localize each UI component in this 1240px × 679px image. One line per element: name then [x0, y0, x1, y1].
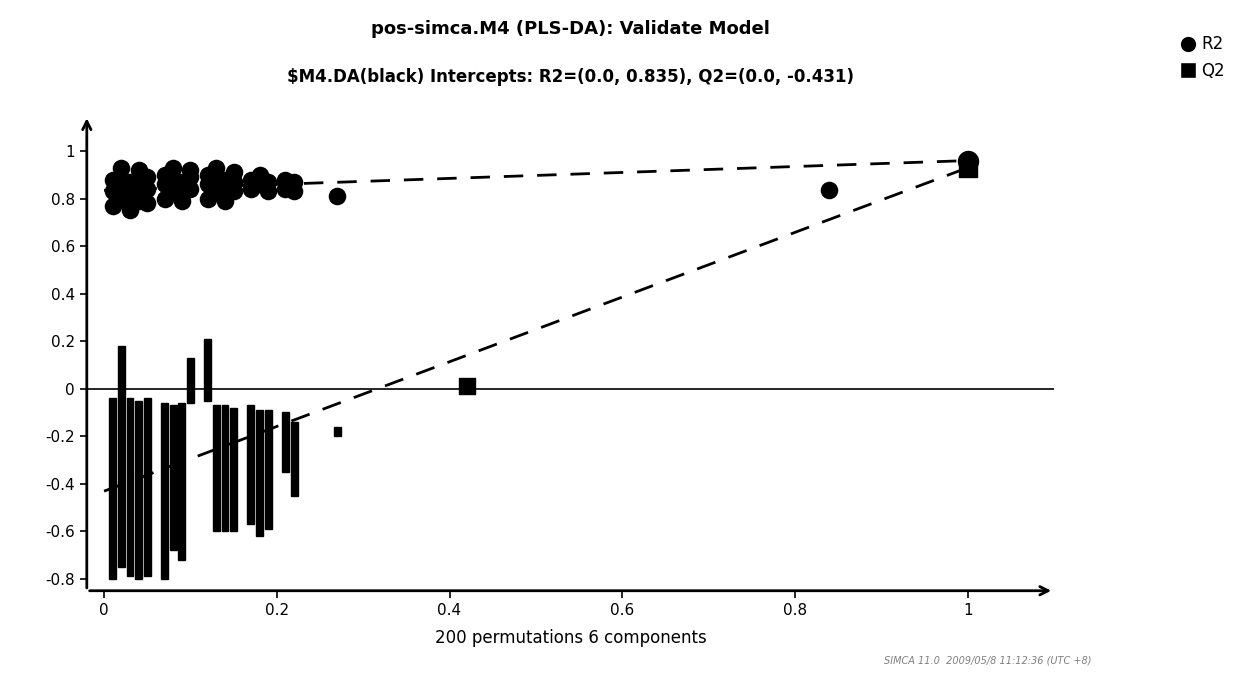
Legend: R2, Q2: R2, Q2	[1174, 29, 1231, 86]
Point	[249, 170, 269, 181]
Point	[120, 189, 140, 200]
Point	[241, 175, 260, 185]
Point	[223, 186, 243, 197]
Point	[155, 170, 175, 181]
Point	[164, 186, 184, 197]
FancyBboxPatch shape	[213, 405, 219, 531]
Point	[112, 162, 131, 173]
FancyBboxPatch shape	[109, 398, 117, 579]
Point	[820, 185, 839, 196]
Point	[957, 162, 977, 173]
Text: pos-simca.M4 (PLS-DA): Validate Model: pos-simca.M4 (PLS-DA): Validate Model	[371, 20, 770, 39]
Point	[197, 179, 218, 190]
FancyBboxPatch shape	[144, 398, 151, 576]
Point	[258, 177, 278, 187]
Point	[172, 196, 192, 206]
FancyBboxPatch shape	[231, 407, 237, 531]
Point	[181, 172, 201, 183]
Point	[181, 184, 201, 195]
FancyBboxPatch shape	[290, 422, 298, 496]
Point	[206, 162, 226, 173]
Point	[129, 181, 149, 192]
FancyBboxPatch shape	[118, 346, 125, 567]
Point	[138, 184, 157, 195]
Point	[284, 177, 304, 187]
Point	[258, 186, 278, 197]
Point	[284, 186, 304, 197]
FancyBboxPatch shape	[255, 410, 263, 536]
X-axis label: 200 permutations 6 components: 200 permutations 6 components	[434, 629, 707, 646]
Point	[223, 177, 243, 187]
Point	[215, 175, 234, 185]
Point	[138, 172, 157, 183]
FancyBboxPatch shape	[135, 401, 143, 579]
Text: $M4.DA(black) Intercepts: R2=(0.0, 0.835), Q2=(0.0, -0.431): $M4.DA(black) Intercepts: R2=(0.0, 0.835…	[286, 68, 854, 86]
Point	[957, 155, 977, 166]
FancyBboxPatch shape	[222, 405, 228, 531]
Point	[172, 184, 192, 195]
Point	[275, 175, 295, 185]
Point	[327, 191, 347, 202]
FancyBboxPatch shape	[161, 403, 167, 579]
Point	[112, 193, 131, 204]
FancyBboxPatch shape	[334, 427, 341, 437]
Point	[164, 175, 184, 185]
Point	[197, 170, 218, 181]
Point	[164, 162, 184, 173]
Point	[155, 193, 175, 204]
Point	[241, 184, 260, 195]
Point	[103, 186, 123, 197]
Point	[215, 196, 234, 206]
FancyBboxPatch shape	[264, 410, 272, 529]
Point	[181, 165, 201, 176]
Point	[275, 184, 295, 195]
Point	[215, 184, 234, 195]
Point	[138, 198, 157, 209]
Point	[206, 186, 226, 197]
Point	[129, 196, 149, 206]
Point	[103, 200, 123, 211]
FancyBboxPatch shape	[126, 398, 134, 576]
FancyBboxPatch shape	[179, 403, 185, 559]
Point	[155, 179, 175, 190]
Point	[223, 167, 243, 178]
Point	[172, 177, 192, 187]
Point	[103, 175, 123, 185]
FancyBboxPatch shape	[187, 358, 193, 403]
Point	[197, 193, 218, 204]
FancyBboxPatch shape	[281, 413, 289, 472]
Point	[120, 205, 140, 216]
Point	[112, 179, 131, 190]
Point	[206, 175, 226, 185]
Point	[129, 165, 149, 176]
Point	[120, 177, 140, 187]
Point	[249, 179, 269, 190]
FancyBboxPatch shape	[170, 405, 176, 550]
FancyBboxPatch shape	[248, 405, 254, 524]
FancyBboxPatch shape	[205, 339, 211, 401]
Text: SIMCA 11.0  2009/05/8 11:12:36 (UTC +8): SIMCA 11.0 2009/05/8 11:12:36 (UTC +8)	[884, 655, 1091, 665]
Point	[456, 381, 476, 392]
